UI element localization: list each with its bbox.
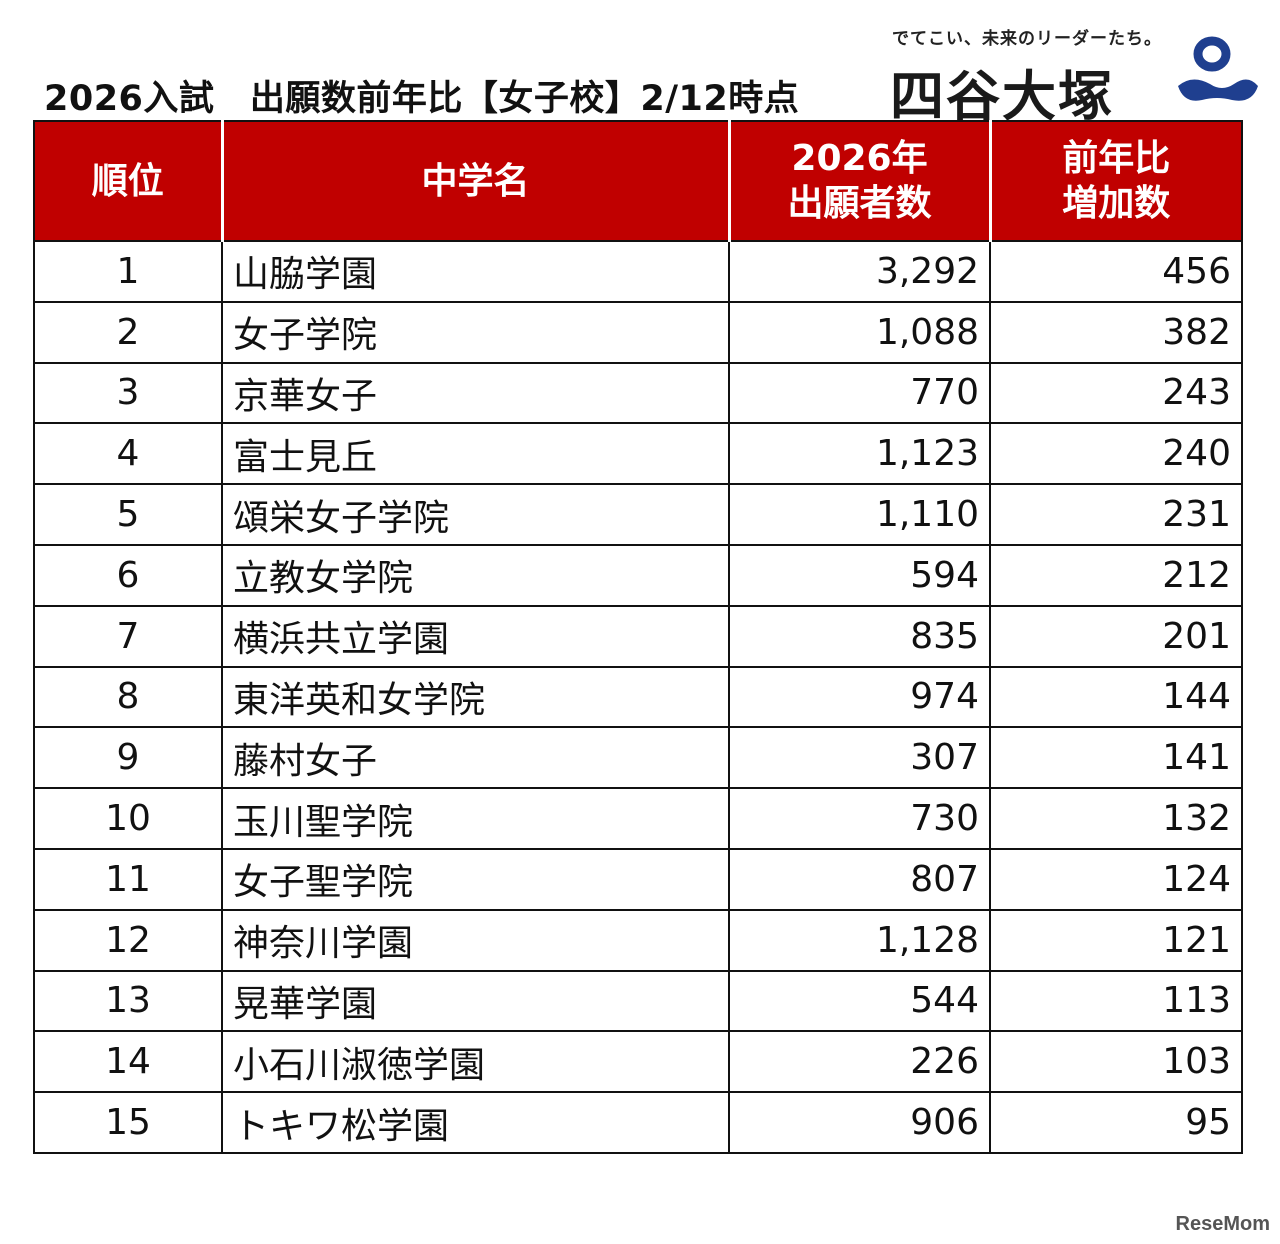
- rank-cell: 3: [33, 361, 223, 425]
- applicants-cell: 3,292: [728, 240, 991, 303]
- increase-cell: 456: [989, 240, 1243, 303]
- increase-cell: 240: [989, 422, 1243, 486]
- table-row: 11 女子聖学院 807 124: [33, 847, 1243, 911]
- rank-cell: 13: [33, 969, 223, 1033]
- school-name-cell: 晃華学園: [221, 969, 730, 1033]
- page-title: 2026入試 出願数前年比【女子校】2/12時点: [44, 79, 800, 119]
- rank-cell: 6: [33, 543, 223, 607]
- table-row: 4 富士見丘 1,123 240: [33, 422, 1243, 486]
- school-name-cell: 女子学院: [221, 300, 730, 364]
- increase-cell: 231: [989, 483, 1243, 546]
- applicants-cell: 906: [728, 1091, 991, 1154]
- watermark-logo: ReseMom: [1175, 1213, 1270, 1235]
- increase-cell: 141: [989, 726, 1243, 790]
- rank-cell: 12: [33, 908, 223, 972]
- rank-cell: 2: [33, 300, 223, 364]
- school-name-cell: 神奈川学園: [221, 908, 730, 972]
- applicants-cell: 594: [728, 543, 991, 607]
- applicants-cell: 770: [728, 361, 991, 425]
- table-row: 6 立教女学院 594 212: [33, 543, 1243, 607]
- table-row: 14 小石川淑徳学園 226 103: [33, 1030, 1243, 1094]
- table-row: 7 横浜共立学園 835 201: [33, 604, 1243, 668]
- increase-cell: 382: [989, 300, 1243, 364]
- school-name-cell: 山脇学園: [221, 240, 730, 303]
- table-row: 1 山脇学園 3,292 456: [33, 240, 1243, 303]
- table-row: 12 神奈川学園 1,128 121: [33, 908, 1243, 972]
- brand-logo-text: 四谷大塚: [890, 64, 1114, 128]
- school-name-cell: 立教女学院: [221, 543, 730, 607]
- ranking-table: 順位 中学名 2026年 出願者数 前年比 増加数 1 山脇学園 3,292 456 2…: [33, 120, 1243, 1154]
- table-row: 9 藤村女子 307 141: [33, 726, 1243, 790]
- school-name-cell: 女子聖学院: [221, 847, 730, 911]
- brand-tagline: でてこい、未来のリーダーたち。: [892, 29, 1162, 49]
- rank-cell: 10: [33, 787, 223, 850]
- table-row: 5 頌栄女子学院 1,110 231: [33, 483, 1243, 546]
- school-name-cell: 藤村女子: [221, 726, 730, 790]
- increase-cell: 124: [989, 847, 1243, 911]
- applicants-cell: 1,128: [728, 908, 991, 972]
- school-name-cell: トキワ松学園: [221, 1091, 730, 1154]
- increase-cell: 132: [989, 787, 1243, 850]
- increase-cell: 113: [989, 969, 1243, 1033]
- rank-cell: 5: [33, 483, 223, 546]
- rank-cell: 15: [33, 1091, 223, 1154]
- rank-cell: 9: [33, 726, 223, 790]
- table-row: 13 晃華学園 544 113: [33, 969, 1243, 1033]
- school-name-cell: 横浜共立学園: [221, 604, 730, 668]
- applicants-cell: 807: [728, 847, 991, 911]
- table-row: 3 京華女子 770 243: [33, 361, 1243, 425]
- applicants-cell: 1,110: [728, 483, 991, 546]
- column-header-school: 中学名: [220, 120, 731, 242]
- rank-cell: 4: [33, 422, 223, 486]
- column-header-increase: 前年比 増加数: [988, 120, 1243, 242]
- applicants-cell: 226: [728, 1030, 991, 1094]
- applicants-cell: 730: [728, 787, 991, 850]
- increase-cell: 243: [989, 361, 1243, 425]
- rank-cell: 8: [33, 665, 223, 729]
- column-header-rank: 順位: [33, 120, 224, 242]
- table-row: 8 東洋英和女学院 974 144: [33, 665, 1243, 729]
- school-name-cell: 東洋英和女学院: [221, 665, 730, 729]
- table-row: 2 女子学院 1,088 382: [33, 300, 1243, 364]
- school-name-cell: 京華女子: [221, 361, 730, 425]
- increase-cell: 212: [989, 543, 1243, 607]
- applicants-cell: 974: [728, 665, 991, 729]
- table-row: 15 トキワ松学園 906 95: [33, 1091, 1243, 1154]
- increase-cell: 144: [989, 665, 1243, 729]
- increase-cell: 95: [989, 1091, 1243, 1154]
- applicants-cell: 835: [728, 604, 991, 668]
- applicants-cell: 544: [728, 969, 991, 1033]
- column-header-applicants: 2026年 出願者数: [727, 120, 992, 242]
- school-name-cell: 小石川淑徳学園: [221, 1030, 730, 1094]
- applicants-cell: 1,123: [728, 422, 991, 486]
- increase-cell: 201: [989, 604, 1243, 668]
- table-header-row: 順位 中学名 2026年 出願者数 前年比 増加数: [33, 120, 1243, 242]
- applicants-cell: 1,088: [728, 300, 991, 364]
- increase-cell: 121: [989, 908, 1243, 972]
- rank-cell: 11: [33, 847, 223, 911]
- school-name-cell: 富士見丘: [221, 422, 730, 486]
- table-row: 10 玉川聖学院 730 132: [33, 787, 1243, 850]
- rank-cell: 14: [33, 1030, 223, 1094]
- brand-logo-icon: [1178, 36, 1258, 101]
- school-name-cell: 頌栄女子学院: [221, 483, 730, 546]
- rank-cell: 1: [33, 240, 223, 303]
- school-name-cell: 玉川聖学院: [221, 787, 730, 850]
- applicants-cell: 307: [728, 726, 991, 790]
- rank-cell: 7: [33, 604, 223, 668]
- increase-cell: 103: [989, 1030, 1243, 1094]
